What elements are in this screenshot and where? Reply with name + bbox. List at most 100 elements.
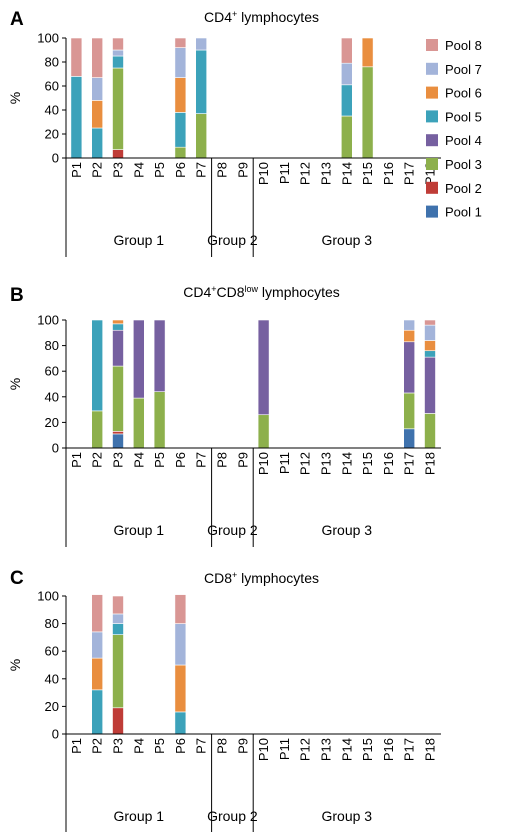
bar-p3-pool-3	[112, 365, 124, 432]
bar-p3-pool-2	[112, 431, 124, 435]
bar-p10-pool-3	[257, 414, 270, 449]
legend-swatch-pool-3	[426, 158, 438, 170]
x-tick-label: P13	[319, 162, 334, 185]
bar-p3-pool-2	[112, 149, 124, 159]
y-axis-label: %	[7, 659, 23, 671]
legend-label: Pool 2	[445, 181, 482, 196]
x-tick-label: P4	[131, 738, 146, 754]
x-tick-label: P5	[152, 738, 167, 754]
y-axis-label: %	[7, 378, 23, 390]
x-tick-label: P1	[69, 162, 84, 178]
bar-p14-pool-7	[340, 62, 353, 86]
panel-b: B% 0 20 40 60 80 100 P1 P2 P3 P4 P5 P6 P7 P8 P9 P10 P11 P1…	[7, 285, 441, 547]
bar-p18-pool-3	[424, 413, 436, 449]
x-tick-label: P1	[69, 738, 84, 754]
title-part: lymphocytes	[237, 570, 319, 586]
x-tick-label: P14	[339, 162, 354, 185]
x-tick-label: P8	[215, 738, 230, 754]
panel-a: A% 0 20 40 60 80 100 P1 P2 P3 P4 P5 P6 P7 P8 P9 P10 P11 P1…	[7, 9, 441, 257]
x-tick-label: P6	[173, 452, 188, 468]
bar-p6-pool-8	[174, 37, 187, 48]
x-tick-label: P3	[111, 452, 126, 468]
bar-p4-pool-3	[133, 397, 145, 449]
x-tick-label: P3	[111, 738, 126, 754]
x-tick-label: P14	[339, 738, 354, 761]
bar-p18-pool-8	[424, 319, 436, 326]
bar-p18-pool-7	[424, 324, 436, 341]
bar-p3-pool-4	[112, 329, 124, 367]
bar-p1-pool-5	[70, 76, 83, 159]
x-tick-label: P1	[69, 452, 84, 468]
x-tick-label: P11	[277, 738, 292, 760]
x-tick-label: P17	[402, 738, 417, 761]
bar-p5-pool-4	[153, 319, 166, 392]
x-tick-label: P9	[235, 452, 250, 468]
x-tick-label: P17	[402, 452, 417, 475]
x-tick-label: P4	[131, 452, 146, 468]
x-tick-label: P16	[381, 452, 396, 475]
legend-swatch-pool-2	[426, 181, 438, 194]
bar-p2-pool-7	[91, 631, 103, 659]
group-label: Group 2	[207, 232, 258, 248]
bar-p7-pool-7	[195, 37, 207, 51]
x-tick-label: P18	[423, 452, 438, 475]
x-tick-label: P15	[360, 162, 375, 185]
legend-label: Pool 4	[445, 133, 482, 148]
title-part: CD8	[204, 570, 232, 586]
x-tick-label: P2	[90, 452, 105, 468]
panel-c: C% 0 20 40 60 80 100 P1 P2 P3 P4 P5 P6 P7 P8 P9 P10 P11 P1…	[7, 568, 441, 832]
bar-p2-pool-5	[91, 689, 103, 735]
x-tick-label: P3	[111, 162, 126, 178]
title-part: CD8	[217, 284, 245, 300]
x-tick-label: P7	[194, 452, 209, 468]
bar-p2-pool-3	[91, 410, 103, 449]
legend-swatch-pool-8	[426, 39, 438, 51]
y-tick-label: 0	[52, 151, 59, 166]
panel-title: CD4+ lymphocytes	[204, 9, 319, 25]
x-tick-label: P15	[360, 738, 375, 761]
x-tick-label: P12	[298, 738, 313, 761]
bar-p6-pool-8	[174, 594, 187, 624]
bar-p3-pool-6	[112, 319, 124, 325]
y-tick-label: 80	[45, 338, 59, 353]
bar-p18-pool-6	[424, 340, 436, 352]
bar-p2-pool-6	[91, 657, 103, 691]
y-tick-label: 0	[52, 441, 59, 456]
group-label: Group 2	[207, 522, 258, 538]
x-tick-label: P13	[319, 452, 334, 475]
x-tick-label: P16	[381, 162, 396, 185]
legend-label: Pool 5	[445, 109, 482, 124]
bar-p6-pool-3	[174, 146, 187, 159]
title-part: lymphocytes	[237, 9, 319, 25]
bar-p2-pool-5	[91, 127, 103, 159]
bar-p3-pool-3	[112, 67, 124, 150]
bar-p6-pool-5	[174, 711, 187, 735]
bar-p18-pool-5	[424, 350, 436, 358]
y-tick-label: 0	[52, 727, 59, 742]
bar-p6-pool-6	[174, 664, 187, 713]
bar-p6-pool-7	[174, 623, 187, 666]
x-tick-label: P14	[339, 452, 354, 475]
x-tick-label: P9	[235, 162, 250, 178]
title-part: low	[245, 284, 259, 294]
y-tick-label: 60	[45, 79, 59, 94]
y-tick-label: 100	[37, 313, 59, 328]
bar-p2-pool-8	[91, 594, 103, 633]
bar-p7-pool-3	[195, 113, 207, 159]
y-tick-label: 20	[45, 415, 59, 430]
bar-p10-pool-4	[257, 319, 270, 416]
bar-p5-pool-3	[153, 391, 166, 449]
x-tick-label: P18	[423, 738, 438, 761]
group-label: Group 3	[322, 522, 373, 538]
y-tick-label: 80	[45, 55, 59, 70]
bar-p15-pool-3	[361, 66, 374, 159]
legend-swatch-pool-4	[426, 134, 438, 147]
x-tick-label: P4	[131, 162, 146, 178]
bar-p17-pool-7	[403, 319, 416, 331]
x-tick-label: P10	[256, 452, 271, 475]
x-tick-label: P5	[152, 452, 167, 468]
legend-label: Pool 7	[445, 62, 482, 77]
y-tick-label: 100	[37, 589, 59, 604]
legend-swatch-pool-5	[426, 110, 438, 123]
